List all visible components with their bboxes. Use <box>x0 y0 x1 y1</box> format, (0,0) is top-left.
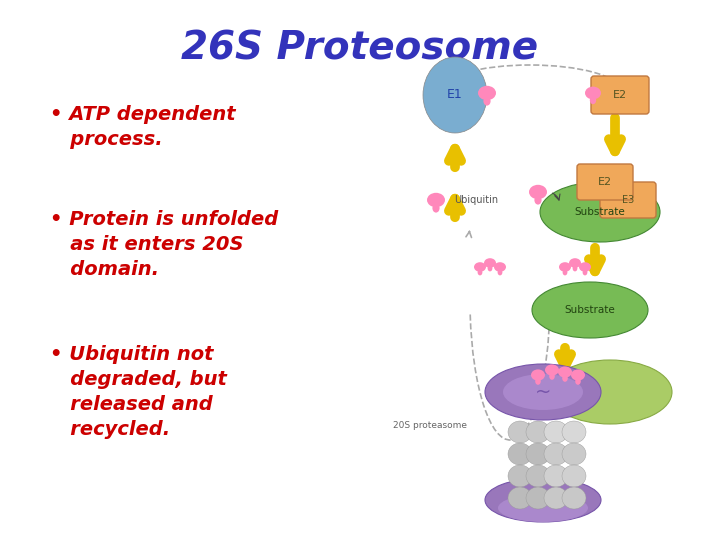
Ellipse shape <box>498 269 503 275</box>
Ellipse shape <box>433 204 440 213</box>
Ellipse shape <box>478 86 496 100</box>
Ellipse shape <box>508 465 532 487</box>
FancyBboxPatch shape <box>577 164 633 200</box>
Ellipse shape <box>544 465 568 487</box>
Ellipse shape <box>569 258 581 268</box>
FancyBboxPatch shape <box>600 182 656 218</box>
Text: E2: E2 <box>613 90 627 100</box>
Ellipse shape <box>485 364 601 420</box>
Ellipse shape <box>484 258 496 268</box>
Ellipse shape <box>498 494 588 522</box>
Ellipse shape <box>562 465 586 487</box>
Ellipse shape <box>548 360 672 424</box>
Ellipse shape <box>494 262 506 272</box>
Ellipse shape <box>531 369 545 381</box>
Text: • ATP dependent
   process.: • ATP dependent process. <box>50 105 235 149</box>
Ellipse shape <box>534 195 541 205</box>
Ellipse shape <box>526 465 550 487</box>
Ellipse shape <box>572 265 577 272</box>
Ellipse shape <box>423 57 487 133</box>
Text: E3: E3 <box>622 195 634 205</box>
Text: 26S Proteosome: 26S Proteosome <box>181 30 539 68</box>
Ellipse shape <box>575 378 581 385</box>
Ellipse shape <box>535 378 541 385</box>
Ellipse shape <box>562 269 567 275</box>
Text: ~: ~ <box>535 382 552 402</box>
Ellipse shape <box>526 443 550 465</box>
Ellipse shape <box>544 487 568 509</box>
Ellipse shape <box>562 443 586 465</box>
Ellipse shape <box>549 373 555 380</box>
FancyBboxPatch shape <box>591 76 649 114</box>
Ellipse shape <box>545 364 559 376</box>
Ellipse shape <box>558 367 572 377</box>
Ellipse shape <box>529 185 547 199</box>
Ellipse shape <box>508 487 532 509</box>
Text: 20S proteasome: 20S proteasome <box>393 421 467 429</box>
Ellipse shape <box>485 478 601 522</box>
Ellipse shape <box>540 182 660 242</box>
Ellipse shape <box>579 262 591 272</box>
Ellipse shape <box>585 86 601 99</box>
Text: • Protein is unfolded
   as it enters 20S
   domain.: • Protein is unfolded as it enters 20S d… <box>50 210 278 279</box>
Ellipse shape <box>508 443 532 465</box>
Text: E2: E2 <box>598 177 612 187</box>
Text: Substrate: Substrate <box>575 207 626 217</box>
Ellipse shape <box>477 269 482 275</box>
Ellipse shape <box>427 193 445 207</box>
Ellipse shape <box>562 487 586 509</box>
Ellipse shape <box>474 262 486 272</box>
Ellipse shape <box>503 374 583 410</box>
Ellipse shape <box>590 96 596 104</box>
Ellipse shape <box>562 421 586 443</box>
Text: Ubiquitin: Ubiquitin <box>454 195 498 205</box>
Ellipse shape <box>559 262 571 272</box>
Ellipse shape <box>487 265 492 272</box>
Ellipse shape <box>571 369 585 381</box>
Ellipse shape <box>544 443 568 465</box>
Ellipse shape <box>483 97 490 106</box>
Ellipse shape <box>526 487 550 509</box>
Ellipse shape <box>544 421 568 443</box>
Ellipse shape <box>582 269 588 275</box>
Text: E1: E1 <box>447 89 463 102</box>
Text: Substrate: Substrate <box>564 305 616 315</box>
Ellipse shape <box>562 375 568 382</box>
Ellipse shape <box>508 421 532 443</box>
Text: • Ubiquitin not
   degraded, but
   released and
   recycled.: • Ubiquitin not degraded, but released a… <box>50 345 227 439</box>
Ellipse shape <box>526 421 550 443</box>
Ellipse shape <box>532 282 648 338</box>
